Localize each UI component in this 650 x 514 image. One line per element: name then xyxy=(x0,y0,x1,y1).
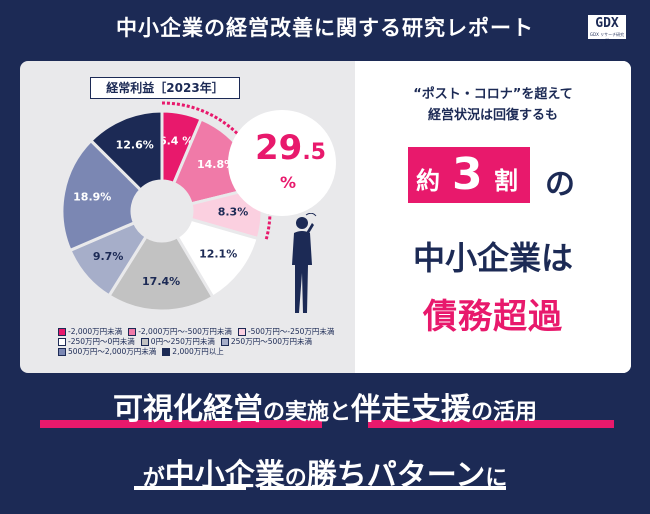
legend-item: 250万円〜500万円未満 xyxy=(220,337,313,347)
chart-title: 経常利益［2023年］ xyxy=(90,77,240,99)
conclusion-term-2: 伴走支援 xyxy=(351,392,471,427)
legend-swatch xyxy=(58,338,66,346)
pie-value-label: 12.1% xyxy=(199,247,237,260)
subtitle-line-1: “ポスト・コロナ”を超えて xyxy=(413,87,573,102)
pie-value-label: 8.3% xyxy=(218,205,249,218)
legend-item: -500万円〜-250万円未満 xyxy=(237,327,335,337)
legend-item: 2,000万円以上 xyxy=(162,347,224,357)
underline-sme xyxy=(134,486,246,490)
legend-swatch xyxy=(220,338,229,346)
pie-slice xyxy=(88,109,164,193)
legend-label: -2,000万円〜-500万円未満 xyxy=(138,327,232,336)
underline-win-pattern xyxy=(260,486,506,490)
legend-item: -2,000万円未満 xyxy=(58,327,122,337)
pie-value-label: 9.7% xyxy=(93,250,124,263)
conclusion-text-3: の活用 xyxy=(471,400,538,425)
legend-item: 500万円〜2,000万円未満 xyxy=(58,347,156,357)
content-panel: “ポスト・コロナ”を超えて 経営状況は回復するも 約 3 割 の 中小企業は 債… xyxy=(20,61,631,373)
legend-item: -250万円〜0円未満 xyxy=(58,337,135,347)
three-label: 3 xyxy=(452,149,483,200)
highlight-bubble xyxy=(228,110,336,216)
pie-slice xyxy=(175,217,260,300)
underline-visualization xyxy=(40,420,322,428)
wari-label: 割 xyxy=(494,167,518,195)
particle-no: の xyxy=(545,167,575,202)
legend-swatch xyxy=(58,348,66,356)
pie-value-label: 14.8% xyxy=(197,158,235,171)
conclusion-text-1: の実施 xyxy=(262,400,329,425)
thinking-person-illustration xyxy=(292,213,317,313)
legend-item: 0円〜250万円未満 xyxy=(140,337,215,347)
legend-label: 2,000万円以上 xyxy=(172,347,224,356)
legend-swatch xyxy=(140,338,149,346)
conclusion-term-3: 中小企業 xyxy=(164,458,285,493)
conclusion-term-4: 勝ちパターン xyxy=(306,458,486,493)
approx-label: 約 xyxy=(416,167,440,195)
conclusion-text-6: に xyxy=(485,466,508,491)
report-title: 中小企業の経営改善に関する研究レポート xyxy=(116,16,534,40)
conclusion-text-2: と xyxy=(328,400,351,425)
highlight-unit: % xyxy=(280,173,297,192)
logo: GDX GDX リサーチ研究所 xyxy=(586,13,628,43)
legend-label: 250万円〜500万円未満 xyxy=(230,337,313,346)
legend-item: -2,000万円〜-500万円未満 xyxy=(128,327,232,337)
underline-support xyxy=(368,420,614,428)
conclusion-line-2: が中小企業の勝ちパターンに xyxy=(0,450,650,494)
pie-value-label: 17.4% xyxy=(142,275,180,288)
pie-slice xyxy=(60,138,143,253)
highlight-int: 29 xyxy=(255,128,303,168)
pie-value-label: 18.9% xyxy=(73,191,111,204)
subtitle-line-2: 経営状況は回復するも xyxy=(427,108,558,123)
highlight-percent: 29.5 xyxy=(255,131,326,170)
legend-swatch xyxy=(58,328,66,336)
legend-swatch xyxy=(128,328,137,336)
logo-mark: GDX xyxy=(595,16,619,31)
pie-value-label: 12.6% xyxy=(116,138,154,151)
legend-swatch xyxy=(237,328,246,336)
legend-label: -2,000万円未満 xyxy=(68,327,123,336)
pie-value-label: 6.4 % xyxy=(159,134,193,147)
approx-30-percent-box: 約 3 割 xyxy=(408,147,530,203)
conclusion-text-5: の xyxy=(284,466,307,491)
legend-label: 0円〜250万円未満 xyxy=(150,337,215,346)
conclusion-term-1: 可視化経営 xyxy=(112,392,263,427)
debt-excess-label: 債務超過 xyxy=(423,297,563,337)
legend-label: -250万円〜0円未満 xyxy=(68,337,135,346)
highlight-dec: .5 xyxy=(302,140,326,165)
right-panel: “ポスト・コロナ”を超えて 経営状況は回復するも 約 3 割 の 中小企業は 債… xyxy=(355,61,631,373)
legend-swatch xyxy=(162,348,171,356)
legend-label: -500万円〜-250万円未満 xyxy=(247,327,335,336)
logo-subtitle: GDX リサーチ研究所 xyxy=(589,32,625,43)
legend-label: 500万円〜2,000万円未満 xyxy=(68,347,157,356)
chart-legend: -2,000万円未満 -2,000万円〜-500万円未満 -500万円〜-250万円… xyxy=(58,327,358,357)
conclusion-text-4: が xyxy=(142,466,165,491)
conclusion-line-1: 可視化経営の実施と伴走支援の活用 xyxy=(0,384,650,428)
sme-label: 中小企業は xyxy=(412,239,573,277)
